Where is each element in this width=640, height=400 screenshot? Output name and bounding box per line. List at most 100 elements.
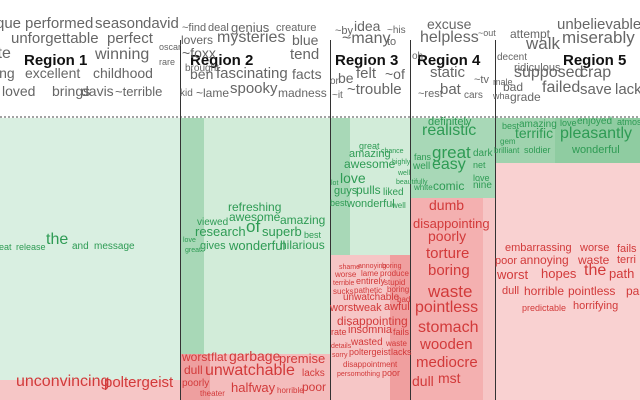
negative-word: pointless (415, 299, 479, 316)
negative-word: horrifying (573, 300, 619, 312)
negative-word: terri (617, 254, 636, 266)
negative-word: mst (438, 370, 461, 386)
positive-word: best (330, 198, 348, 208)
negative-word: disappointing (337, 314, 408, 328)
header-word: brings (52, 83, 91, 99)
header-word: oh (412, 51, 424, 62)
header-word: ite (0, 45, 11, 62)
header-word: david (143, 15, 179, 32)
positive-word: soldier (524, 145, 551, 155)
region-4-positive-block (410, 118, 495, 198)
negative-word: entirely (356, 276, 386, 286)
positive-word: gem (500, 137, 516, 146)
header-word: ~out (478, 28, 496, 38)
header-word: kid (180, 88, 193, 99)
negative-word: bad (397, 295, 411, 304)
region-title: Region 4 (417, 52, 481, 69)
positive-word: fans (414, 152, 432, 162)
negative-word: worse (335, 270, 357, 279)
header-word: walk (526, 34, 561, 53)
region-3-negative-band (390, 255, 410, 400)
positive-word: great (432, 143, 471, 162)
region-title: Region 1 (24, 52, 88, 69)
header-word: unforgettable (11, 30, 99, 47)
positive-word: liked (383, 187, 404, 198)
negative-word: flat (211, 350, 228, 364)
header-word: season (95, 15, 144, 32)
negative-word: weak (356, 302, 382, 314)
header-word: lack (615, 81, 640, 98)
negative-word: insomnia (348, 324, 393, 336)
header-word: unbelievable (557, 16, 640, 33)
header-word: bat (440, 81, 461, 98)
negative-word: sorry (332, 352, 348, 359)
header-word: decent (497, 52, 528, 63)
negative-word: pathetic (354, 286, 383, 295)
positive-word: awesome (344, 157, 396, 171)
positive-word: love (183, 237, 196, 244)
header-word: facts (292, 66, 322, 82)
header-word: oscar (159, 42, 182, 52)
region-1-negative-block (0, 380, 180, 400)
header-word: fascinating (216, 65, 288, 82)
positive-word: superb (262, 224, 302, 239)
region-2-positive-band (180, 118, 204, 354)
negative-word: worst (330, 302, 357, 314)
region-1-positive-block (0, 118, 180, 380)
region-title: Region 5 (563, 52, 627, 69)
header-word: mysteries (217, 29, 286, 46)
positive-word: love (473, 173, 490, 183)
header-word: rare (159, 57, 176, 67)
positive-word: white (414, 183, 433, 192)
negative-word: fails (393, 327, 410, 337)
header-word: or (330, 76, 339, 87)
negative-word: dull (502, 285, 520, 297)
header-word: blue (292, 32, 319, 48)
header-word: cars (464, 90, 483, 101)
positive-word: terrific (515, 125, 554, 141)
negative-word: torture (426, 245, 470, 262)
negative-word: nothing (357, 371, 380, 378)
positive-word: guys (334, 185, 358, 197)
positive-word: best (304, 230, 322, 240)
region-title: Region 3 (335, 52, 399, 69)
negative-word: pointless (568, 284, 616, 298)
positive-word: chance (381, 148, 404, 155)
negative-word: disappointment (343, 360, 398, 369)
negative-word: worse (580, 242, 610, 254)
positive-word: viewed (197, 217, 229, 228)
negative-word: pa (626, 284, 640, 298)
positive-word: the (46, 231, 69, 248)
region-5-positive-band (555, 118, 640, 163)
header-word: brought (185, 63, 219, 74)
header-word: to (387, 36, 397, 48)
negative-word: wooden (420, 336, 473, 353)
positive-word: eat (0, 242, 12, 252)
negative-word: terrible (333, 280, 355, 287)
positive-word: brilliant (494, 146, 520, 155)
header-word: que (0, 15, 22, 32)
negative-word: poor (302, 380, 327, 394)
header-word: ~terrible (115, 84, 163, 99)
negative-word: boring (382, 263, 402, 270)
positive-word: love (340, 170, 366, 186)
header-word: bad (503, 80, 524, 94)
header-word: failed (542, 79, 581, 96)
negative-word: mediocre (416, 354, 478, 371)
negative-word: poor (495, 255, 518, 267)
positive-word: release (16, 242, 46, 252)
negative-word: waste (428, 282, 473, 301)
region-2-positive-block (180, 118, 330, 354)
header-word: tend (290, 46, 320, 63)
negative-word: annoying (358, 263, 387, 270)
negative-word: unwatchable (343, 292, 400, 303)
positive-word: research (195, 224, 246, 239)
header-word: save (580, 81, 612, 98)
region-3-positive-band (330, 118, 350, 255)
header-word: ~it (332, 90, 343, 101)
negative-word: fails (617, 243, 637, 255)
negative-word: theater (200, 389, 225, 398)
header-word: grade (510, 90, 541, 104)
negative-word: poor (382, 368, 401, 378)
